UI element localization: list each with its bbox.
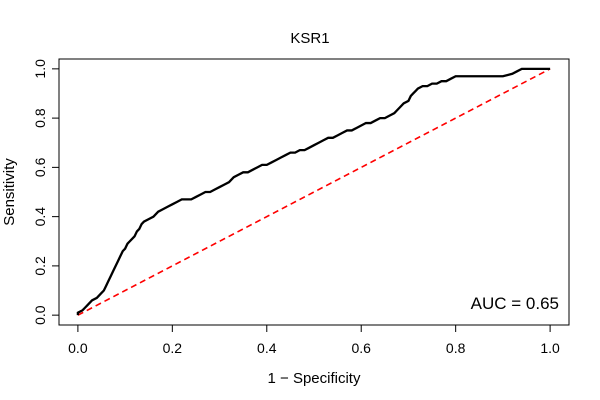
y-tick-label: 0.6 [32, 157, 48, 177]
x-tick-label: 0.8 [446, 340, 466, 356]
y-tick-label: 0.0 [32, 305, 48, 325]
x-axis: 0.0 0.2 0.4 0.6 0.8 1.0 [68, 325, 560, 356]
x-tick-label: 1.0 [540, 340, 560, 356]
y-axis: 0.0 0.2 0.4 0.6 0.8 1.0 [32, 59, 59, 325]
series-layer [76, 67, 551, 316]
x-tick-label: 0.6 [351, 340, 371, 356]
y-tick-label: 0.4 [32, 207, 48, 227]
chart-title: KSR1 [290, 30, 329, 47]
x-tick-label: 0.4 [257, 340, 277, 356]
plot-frame [58, 58, 570, 326]
x-tick-label: 0.0 [68, 340, 88, 356]
auc-annotation: AUC = 0.65 [471, 294, 559, 313]
y-tick-label: 0.2 [32, 256, 48, 276]
roc-curve-line [76, 67, 551, 316]
y-axis-label: Sensitivity [1, 158, 18, 226]
y-tick-label: 1.0 [32, 59, 48, 79]
y-tick-label: 0.8 [32, 108, 48, 128]
reference-diagonal-line [77, 68, 551, 316]
x-axis-label: 1 − Specificity [268, 370, 361, 387]
x-tick-label: 0.2 [163, 340, 183, 356]
